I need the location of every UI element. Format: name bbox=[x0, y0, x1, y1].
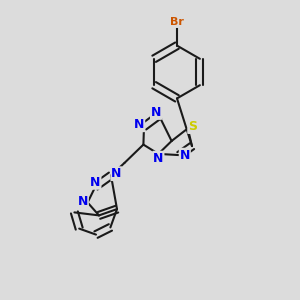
Text: N: N bbox=[153, 152, 164, 165]
Text: N: N bbox=[78, 195, 88, 208]
Text: N: N bbox=[180, 148, 190, 162]
Text: S: S bbox=[188, 120, 197, 133]
Text: N: N bbox=[90, 176, 100, 189]
Text: N: N bbox=[111, 167, 122, 180]
Text: N: N bbox=[151, 106, 161, 119]
Text: Br: Br bbox=[170, 17, 184, 27]
Text: N: N bbox=[134, 118, 144, 131]
